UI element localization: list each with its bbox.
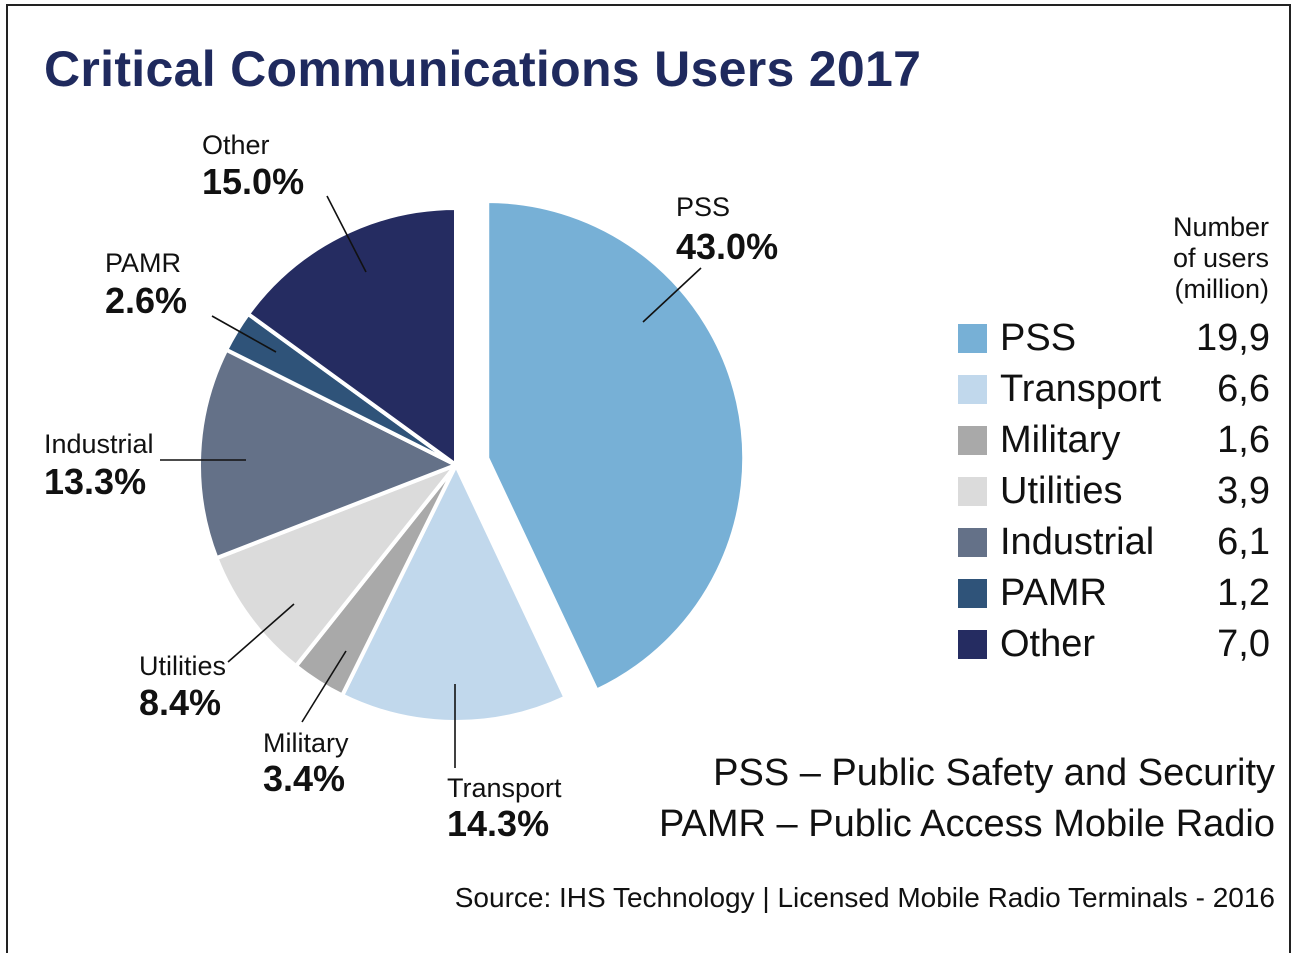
legend-swatch <box>958 375 987 404</box>
legend-label: PAMR <box>1000 572 1107 614</box>
legend-label: Industrial <box>1000 521 1155 563</box>
pie-slice-pss <box>485 199 747 693</box>
abbreviation-pss: PSS – Public Safety and Security <box>713 752 1275 794</box>
slice-label-name: PSS <box>676 192 730 222</box>
legend-swatch <box>958 426 987 455</box>
legend-item-military: Military 1,6 <box>958 418 1270 469</box>
slice-label-percent: 8.4% <box>139 682 221 723</box>
leader-line-pamr <box>211 315 277 353</box>
legend-value: 3,9 <box>1217 470 1270 512</box>
slice-label-name: Industrial <box>44 429 154 459</box>
abbreviation-pamr: PAMR – Public Access Mobile Radio <box>659 803 1275 845</box>
leader-line-pss <box>642 267 702 323</box>
slice-label-percent: 43.0% <box>676 226 778 267</box>
slice-label-percent: 13.3% <box>44 461 146 502</box>
chart-title: Critical Communications Users 2017 <box>44 41 922 97</box>
legend-label: PSS <box>1000 317 1077 359</box>
legend-swatch <box>958 579 987 608</box>
legend-item-other: Other 7,0 <box>958 622 1270 673</box>
pie-slice-industrial <box>197 347 458 561</box>
legend-swatch <box>958 477 987 506</box>
legend-value: 6,6 <box>1217 368 1270 410</box>
legend-value: 6,1 <box>1217 521 1270 563</box>
legend-label: Other <box>1000 623 1096 665</box>
legend-item-pamr: PAMR 1,2 <box>958 571 1270 622</box>
legend: PSS 19,9 Transport 6,6 Military 1,6 Util… <box>958 316 1270 673</box>
pie-slice-utilities <box>214 463 458 669</box>
legend-value: 1,2 <box>1217 572 1270 614</box>
slice-label-name: Transport <box>447 773 562 803</box>
legend-label: Utilities <box>1000 470 1123 512</box>
source-note: Source: IHS Technology | Licensed Mobile… <box>454 882 1275 913</box>
legend-value: 1,6 <box>1217 419 1270 461</box>
legend-swatch <box>958 630 987 659</box>
legend-item-utilities: Utilities 3,9 <box>958 469 1270 520</box>
legend-heading: Number of users (million) <box>1172 212 1269 304</box>
legend-item-pss: PSS 19,9 <box>958 316 1270 367</box>
slice-label-percent: 15.0% <box>202 161 304 202</box>
pie-slice-transport <box>340 463 568 724</box>
legend-value: 19,9 <box>1196 317 1270 359</box>
legend-value: 7,0 <box>1217 623 1270 665</box>
legend-label: Transport <box>1000 368 1162 410</box>
leader-line-other <box>326 195 367 273</box>
leader-line-military <box>301 650 347 723</box>
legend-item-industrial: Industrial 6,1 <box>958 520 1270 571</box>
legend-item-transport: Transport 6,6 <box>958 367 1270 418</box>
leader-line-utilities <box>227 603 295 663</box>
slice-label-name: Military <box>263 728 349 758</box>
legend-swatch <box>958 528 987 557</box>
legend-swatch <box>958 324 987 353</box>
slice-label-percent: 14.3% <box>447 803 549 844</box>
legend-label: Military <box>1000 419 1121 461</box>
slice-label-name: Other <box>202 130 270 160</box>
chart-frame <box>6 4 1291 953</box>
slice-label-name: PAMR <box>105 248 181 278</box>
slice-label-percent: 3.4% <box>263 758 345 799</box>
slice-label-name: Utilities <box>139 651 226 681</box>
slice-label-percent: 2.6% <box>105 280 187 321</box>
pie-slice-other <box>246 206 458 467</box>
